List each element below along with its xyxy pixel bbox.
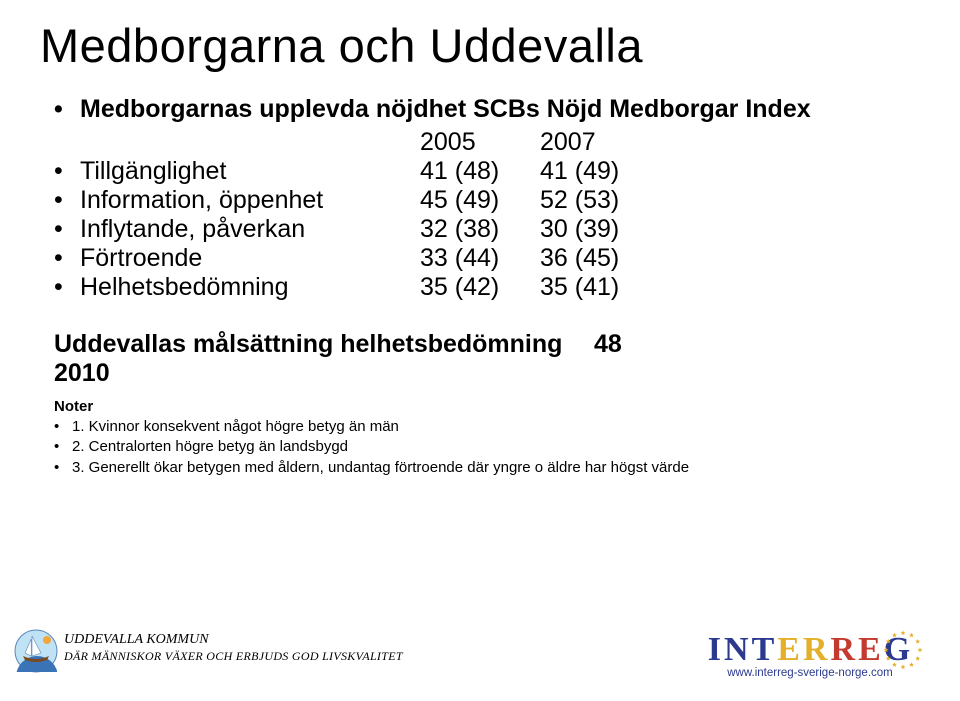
table-row: Inflytande, påverkan 32 (38) 30 (39): [54, 215, 920, 244]
table-row: Helhetsbedömning 35 (42) 35 (41): [54, 273, 920, 302]
goal-label: Uddevallas målsättning helhetsbedömning …: [54, 330, 594, 388]
row-2007: 52 (53): [540, 186, 660, 215]
interreg-letter: N: [724, 631, 751, 669]
row-2007: 35 (41): [540, 273, 660, 302]
content-list: Medborgarnas upplevda nöjdhet SCBs Nöjd …: [40, 95, 920, 124]
year-2005: 2005: [420, 128, 540, 157]
data-rows: Tillgänglighet 41 (48) 41 (49) Informati…: [40, 157, 920, 302]
interreg-logo: I N T E R R E G www.interreg-sverige-nor…: [694, 631, 926, 679]
table-row: Tillgänglighet 41 (48) 41 (49): [54, 157, 920, 186]
row-label: Helhetsbedömning: [80, 273, 420, 302]
list-item: 2. Centralorten högre betyg än landsbygd: [54, 437, 920, 457]
subheading: Medborgarnas upplevda nöjdhet SCBs Nöjd …: [54, 95, 920, 124]
eu-stars-icon: [880, 627, 926, 673]
interreg-letter: T: [752, 631, 777, 669]
slide: Medborgarna och Uddevalla Medborgarnas u…: [0, 0, 960, 701]
row-2005: 35 (42): [420, 273, 540, 302]
row-2005: 32 (38): [420, 215, 540, 244]
year-2007: 2007: [540, 128, 660, 157]
notes-heading: Noter: [54, 398, 920, 415]
notes-list: 1. Kvinnor konsekvent något högre betyg …: [54, 417, 920, 478]
row-label: Förtroende: [80, 244, 420, 273]
interreg-letter: E: [777, 631, 802, 669]
list-item: 3. Generellt ökar betygen med åldern, un…: [54, 458, 920, 478]
table-row: Förtroende 33 (44) 36 (45): [54, 244, 920, 273]
row-2005: 45 (49): [420, 186, 540, 215]
interreg-letter: R: [803, 631, 830, 669]
goal-value: 48: [594, 330, 622, 388]
header-spacer: [80, 128, 420, 157]
year-header-row: 2005 2007: [54, 128, 920, 157]
row-2007: 36 (45): [540, 244, 660, 273]
row-label: Tillgänglighet: [80, 157, 420, 186]
footer-left: UDDEVALLA KOMMUN DÄR MÄNNISKOR VÄXER OCH…: [64, 632, 403, 663]
interreg-letter: I: [708, 631, 723, 669]
footer-line-2: DÄR MÄNNISKOR VÄXER OCH ERBJUDS GOD LIVS…: [64, 649, 403, 663]
row-label: Information, öppenhet: [80, 186, 420, 215]
row-label: Inflytande, påverkan: [80, 215, 420, 244]
interreg-letter: R: [831, 631, 858, 669]
footer-line-1: UDDEVALLA KOMMUN: [64, 632, 403, 649]
row-2005: 41 (48): [420, 157, 540, 186]
row-2007: 41 (49): [540, 157, 660, 186]
list-item: 1. Kvinnor konsekvent något högre betyg …: [54, 417, 920, 437]
page-title: Medborgarna och Uddevalla: [40, 18, 920, 73]
row-2005: 33 (44): [420, 244, 540, 273]
row-2007: 30 (39): [540, 215, 660, 244]
table-row: Information, öppenhet 45 (49) 52 (53): [54, 186, 920, 215]
goal-row: Uddevallas målsättning helhetsbedömning …: [54, 330, 920, 388]
uddevalla-logo-icon: [14, 629, 58, 673]
